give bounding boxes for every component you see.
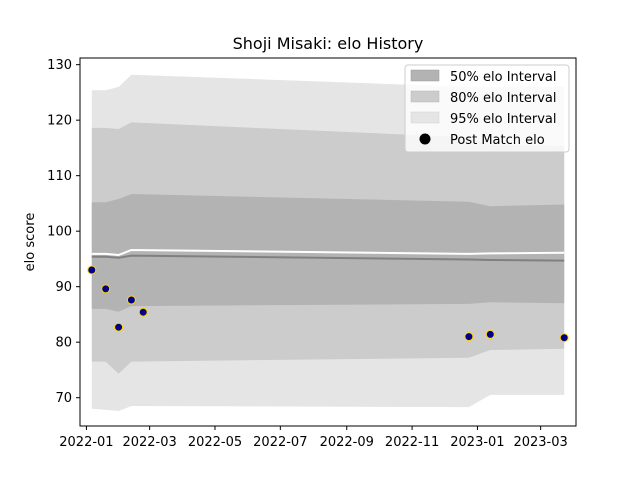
data-point	[114, 322, 124, 332]
data-point	[559, 333, 569, 343]
y-tick-label: 100	[47, 225, 72, 240]
trend-lines	[91, 248, 565, 262]
match-points	[87, 265, 569, 343]
x-tick-label: 2022-09	[320, 435, 374, 450]
y-tick-label: 70	[55, 391, 72, 406]
plot-frame	[79, 57, 577, 427]
mean-line	[91, 248, 565, 257]
legend-swatch-80	[410, 90, 440, 103]
y-tick-label: 90	[55, 280, 72, 295]
y-axis-label: elo score	[23, 213, 38, 272]
legend-marker-point	[419, 133, 431, 145]
median-line	[91, 254, 565, 262]
legend: 50% elo Interval 80% elo Interval 95% el…	[404, 64, 570, 153]
y-tick-label: 130	[47, 58, 72, 73]
data-point	[464, 332, 474, 342]
x-axis: 2022-01 2022-03 2022-05 2022-07 2022-09 2022-…	[59, 426, 568, 450]
legend-label-95: 95% elo Interval	[450, 112, 557, 127]
x-tick-label: 2022-11	[385, 435, 439, 450]
x-tick-label: 2023-01	[450, 435, 504, 450]
x-tick-label: 2023-03	[513, 435, 567, 450]
legend-label-50: 50% elo Interval	[450, 70, 557, 85]
data-point	[101, 284, 111, 294]
x-tick-label: 2022-05	[188, 435, 242, 450]
legend-swatch-95	[410, 111, 440, 124]
data-point	[87, 265, 97, 275]
data-point	[485, 329, 495, 339]
x-tick-label: 2022-03	[122, 435, 176, 450]
interval-bands	[91, 74, 565, 411]
y-tick-label: 120	[47, 114, 72, 129]
legend-frame	[404, 64, 570, 153]
legend-label-80: 80% elo Interval	[450, 91, 557, 106]
data-point	[138, 307, 148, 317]
y-axis: 70 80 90 100 110 120 130	[47, 58, 80, 406]
y-tick-label: 80	[55, 336, 72, 351]
chart-title: Shoji Misaki: elo History	[233, 34, 424, 53]
x-tick-label: 2022-01	[59, 435, 113, 450]
y-tick-label: 110	[47, 169, 72, 184]
legend-swatch-50	[410, 69, 440, 82]
legend-label-point: Post Match elo	[450, 133, 545, 148]
x-tick-label: 2022-07	[253, 435, 307, 450]
data-point	[126, 295, 136, 305]
